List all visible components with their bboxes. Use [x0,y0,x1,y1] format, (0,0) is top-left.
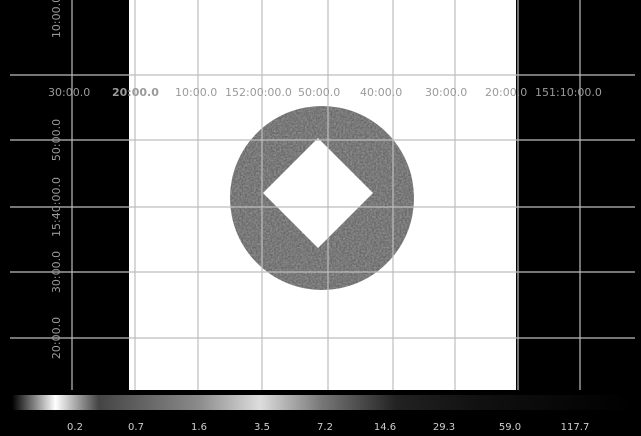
ra-label: 30:00.0 [48,86,90,99]
ra-label: 10:00.0 [175,86,217,99]
dec-label: 50:00.0 [50,119,63,161]
source-emission [225,100,420,295]
ra-label: 152:00:00.0 [225,86,292,99]
colorbar [12,395,632,410]
colorbar-label: 7.2 [317,422,333,433]
image-viewer: 30:00.0 20:00.0 10:00.0 152:00:00.0 50:00.0 4… [0,0,641,436]
ra-label: 20:00.0 [112,86,159,99]
dec-label: 15:40:00.0 [50,177,63,237]
ra-label: 20:00.0 [485,86,527,99]
ra-label: 30:00.0 [425,86,467,99]
colorbar-label: 0.7 [128,422,144,433]
colorbar-label: 14.6 [374,422,396,433]
ra-label: 151:10:00.0 [535,86,602,99]
colorbar-label: 29.3 [433,422,455,433]
ra-label: 50:00.0 [298,86,340,99]
colorbar-label: 59.0 [499,422,521,433]
colorbar-label: 117.7 [561,422,590,433]
ra-labels: 30:00.0 20:00.0 10:00.0 152:00:00.0 50:00.0 4… [48,86,602,99]
dec-label: 30:00.0 [50,251,63,293]
dec-label: 20:00.0 [50,317,63,359]
page: 30:00.0 20:00.0 10:00.0 152:00:00.0 50:00.0 4… [0,0,641,436]
ra-label: 40:00.0 [360,86,402,99]
dec-label: 10:00.0 [50,0,63,38]
colorbar-label: 3.5 [254,422,270,433]
colorbar-label: 1.6 [191,422,207,433]
colorbar-label: 0.2 [67,422,83,433]
